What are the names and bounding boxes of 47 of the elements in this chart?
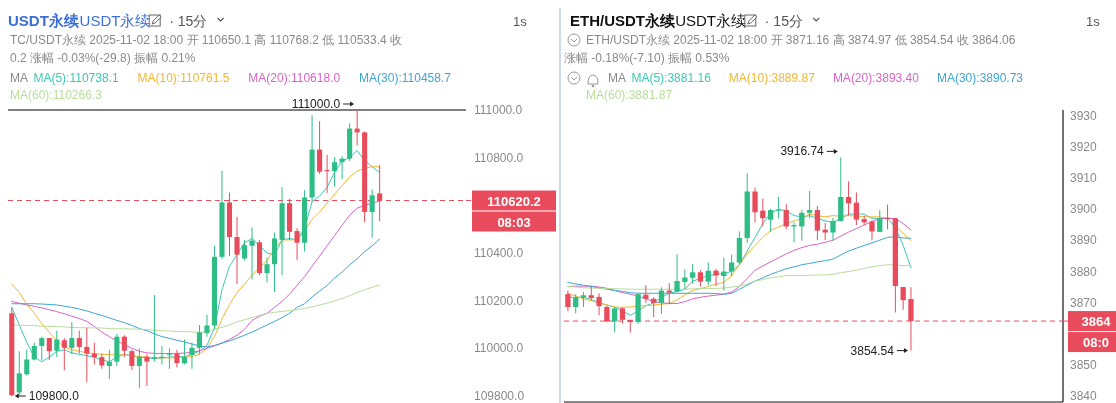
text: ETH/USDT永续 2025-11-02 18:00 开 3871.16 高 3874.97 低 3854.54 收 3864.06: [586, 33, 1016, 47]
text: 0.2 涨幅 -0.03%(-29.8) 振幅 0.21%: [10, 51, 196, 65]
y-tick-label: 3870: [1070, 295, 1098, 310]
text: MA: [608, 71, 626, 85]
y-tick-label: 110400.0: [474, 246, 524, 260]
text: MA(60):110266.3: [10, 88, 103, 102]
y-tick-label: 109800.0: [474, 389, 525, 403]
y-tick-label: 3880: [1070, 264, 1098, 279]
text: · 15分: [169, 13, 208, 29]
annotation: 111000.0: [291, 97, 341, 111]
text: MA(20):3893.40: [832, 71, 920, 85]
text: MA(10):3889.87: [728, 71, 816, 85]
text: · 15分: [764, 13, 803, 29]
annotation: 3854.54: [850, 343, 895, 358]
y-tick-label: 3930: [1070, 109, 1098, 124]
text: 08:03: [497, 214, 531, 230]
annotation: 3916.74: [780, 144, 825, 159]
y-tick-label: 110800.0: [474, 150, 524, 165]
ref-line-label: 3864: [1081, 314, 1112, 330]
text: 1s: [1086, 14, 1101, 29]
chart-title: USDT永续: [8, 12, 80, 29]
text: MA(30):110458.7: [359, 71, 452, 85]
y-tick-label: 3850: [1070, 357, 1098, 372]
y-tick-label: 111000.0: [474, 103, 523, 117]
y-tick-label: 3890: [1070, 233, 1098, 248]
text: MA(20):110618.0: [248, 71, 341, 85]
text: MA(5):110738.1: [33, 71, 119, 85]
ref-line-label: 110620.2: [487, 193, 541, 209]
text: MA: [10, 71, 28, 85]
chart-title: ETH/USDT永续: [570, 12, 676, 29]
text: MA(60):3881.87: [586, 88, 673, 102]
y-tick-label: 110000.0: [474, 341, 524, 356]
text: MA(10):110761.5: [137, 71, 230, 85]
y-tick-label: 3900: [1070, 202, 1098, 217]
chart-subtitle: USDT永续: [675, 12, 747, 29]
text: MA(5):3881.16: [631, 71, 712, 85]
y-tick-label: 110200.0: [474, 293, 524, 308]
text: TC/USDT永续 2025-11-02 18:00 开 110650.1 高 110768.2 低 110533.4 收: [10, 33, 403, 47]
annotation: 109800.0: [28, 389, 80, 403]
text: 08:0: [1082, 335, 1110, 351]
text: 涨幅 -0.18%(-7.10) 振幅 0.53%: [564, 51, 730, 65]
y-tick-label: 3910: [1070, 171, 1098, 186]
chart-subtitle: USDT永续: [79, 12, 151, 29]
y-tick-label: 3840: [1070, 388, 1098, 403]
y-tick-label: 3920: [1070, 140, 1098, 155]
text: MA(30):3890.73: [936, 71, 1024, 85]
text: 1s: [513, 14, 528, 29]
